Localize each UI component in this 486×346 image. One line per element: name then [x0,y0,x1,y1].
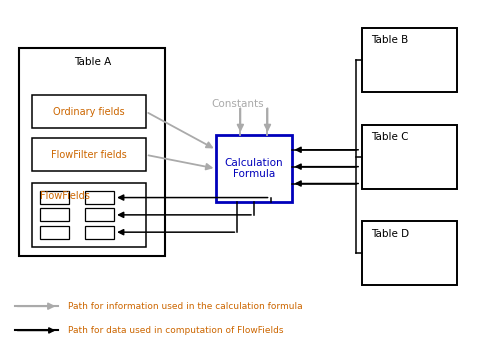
FancyBboxPatch shape [85,208,114,221]
FancyBboxPatch shape [32,95,146,128]
FancyBboxPatch shape [85,191,114,204]
Text: Path for data used in computation of FlowFields: Path for data used in computation of Flo… [68,326,283,335]
FancyBboxPatch shape [362,221,457,285]
Text: Calculation
Formula: Calculation Formula [225,158,283,180]
FancyBboxPatch shape [216,135,292,202]
Text: Table B: Table B [371,35,408,45]
FancyBboxPatch shape [362,28,457,92]
FancyBboxPatch shape [40,226,69,239]
FancyBboxPatch shape [32,138,146,171]
Text: Table A: Table A [74,57,111,67]
FancyBboxPatch shape [40,208,69,221]
FancyBboxPatch shape [19,48,165,256]
Text: Table C: Table C [371,132,408,142]
Text: Constants: Constants [212,99,264,109]
Text: FlowFields: FlowFields [40,191,90,201]
FancyBboxPatch shape [32,183,146,247]
Text: Table D: Table D [371,229,409,239]
FancyBboxPatch shape [362,125,457,189]
FancyBboxPatch shape [40,191,69,204]
Text: FlowFilter fields: FlowFilter fields [51,150,126,160]
FancyBboxPatch shape [85,226,114,239]
Text: Ordinary fields: Ordinary fields [53,107,124,117]
Text: Path for information used in the calculation formula: Path for information used in the calcula… [68,302,303,311]
